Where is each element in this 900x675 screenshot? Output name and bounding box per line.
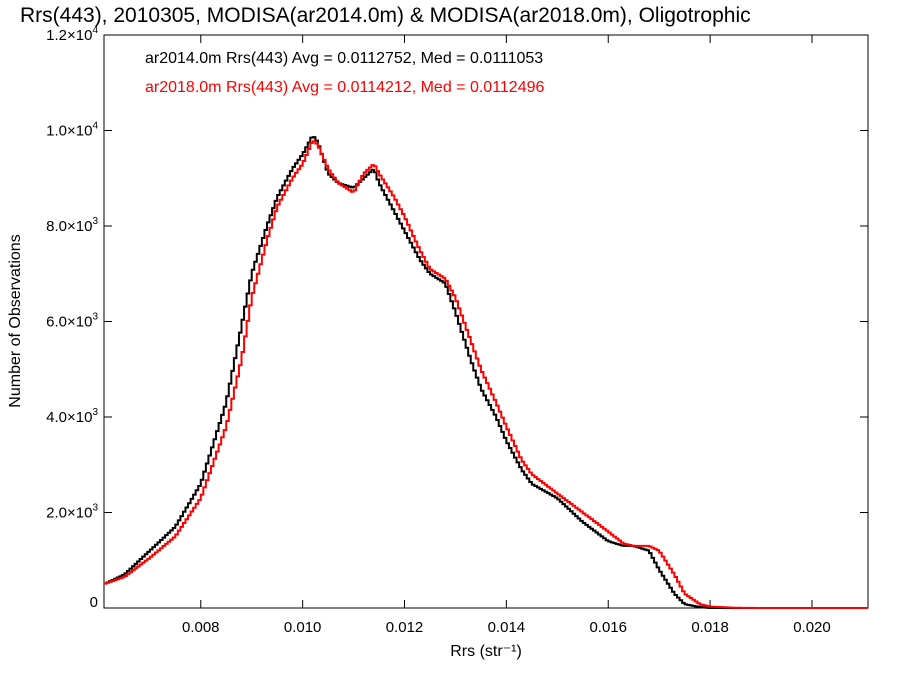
x-tick-label: 0.014 bbox=[488, 619, 526, 636]
x-tick-label: 0.008 bbox=[182, 619, 220, 636]
y-tick-label: 8.0×103 bbox=[46, 216, 98, 235]
x-tick-label: 0.020 bbox=[793, 619, 831, 636]
x-tick-label: 0.016 bbox=[589, 619, 627, 636]
series-layer bbox=[104, 136, 868, 609]
x-tick-label: 0.018 bbox=[691, 619, 729, 636]
x-tick-label: 0.010 bbox=[284, 619, 322, 636]
legend-entry-1: ar2014.0m Rrs(443) Avg = 0.0112752, Med … bbox=[145, 50, 543, 67]
y-tick-label: 4.0×103 bbox=[46, 407, 98, 426]
y-tick-label: 1.0×104 bbox=[46, 121, 98, 140]
y-tick-label: 1.2×104 bbox=[46, 25, 98, 44]
chart-title: Rrs(443), 2010305, MODISA(ar2014.0m) & M… bbox=[20, 4, 751, 27]
y-axis: 0 2.0×103 4.0×103 6.0×103 8.0×103 1.0×104 1.2×… bbox=[46, 25, 868, 611]
y-tick-label: 6.0×103 bbox=[46, 312, 98, 331]
x-tick-label: 0.012 bbox=[386, 619, 424, 636]
x-axis-label: Rrs (str⁻¹) bbox=[450, 643, 522, 660]
series-line-1 bbox=[104, 136, 868, 609]
y-tick-label: 0 bbox=[90, 594, 98, 611]
plot-frame bbox=[103, 34, 869, 609]
y-tick-label: 2.0×103 bbox=[46, 503, 98, 522]
y-axis-label: Number of Observations bbox=[7, 234, 24, 407]
legend-entry-2: ar2018.0m Rrs(443) Avg = 0.0114212, Med … bbox=[145, 79, 544, 96]
series-line-2 bbox=[104, 140, 868, 609]
x-axis: 0.008 0.010 0.012 0.014 0.016 0.018 0.020 bbox=[182, 35, 831, 636]
